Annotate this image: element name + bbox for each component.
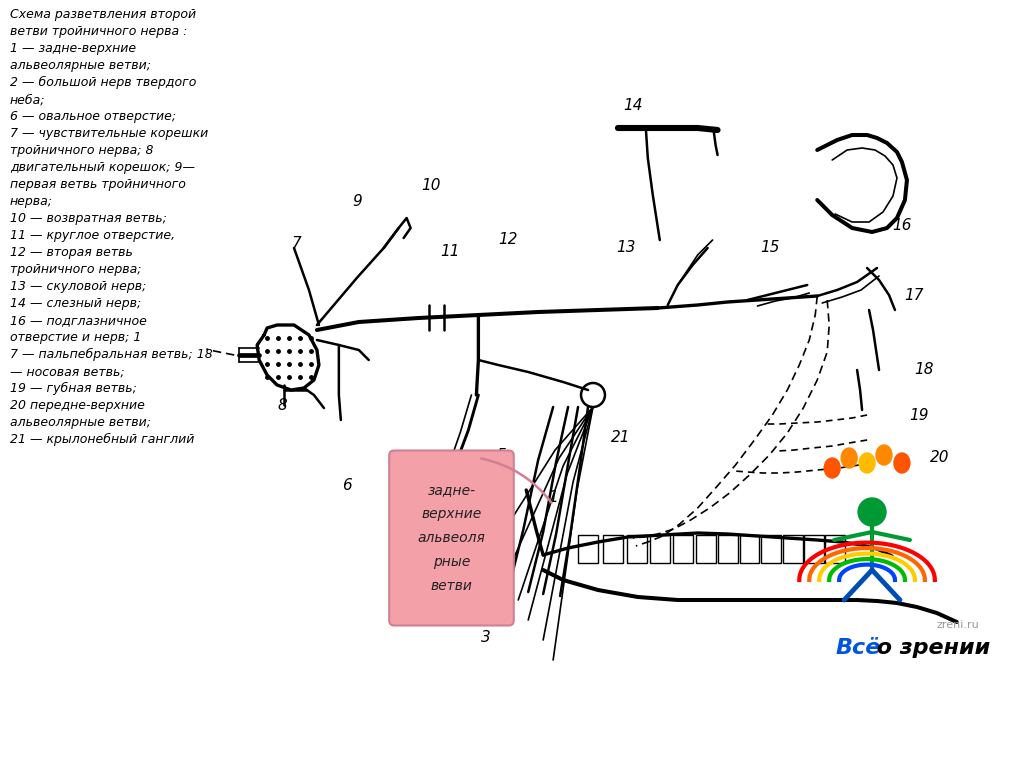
Text: задне-
верхние
альвеоля
рные
ветви: задне- верхние альвеоля рные ветви (418, 483, 485, 593)
Text: 12: 12 (499, 233, 518, 247)
Text: 5: 5 (497, 448, 506, 462)
Text: 10: 10 (421, 177, 440, 193)
Text: Схема разветвления второй
ветви тройничного нерва :
1 — задне-верхние
альвеолярн: Схема разветвления второй ветви тройничн… (10, 8, 213, 446)
Bar (783, 535, 803, 563)
Bar (695, 535, 716, 563)
Ellipse shape (894, 453, 910, 473)
Text: 8: 8 (278, 398, 287, 412)
Text: 20: 20 (930, 451, 949, 465)
Text: 18: 18 (914, 362, 934, 378)
Bar (739, 535, 760, 563)
Text: 11: 11 (440, 244, 460, 260)
Text: 6: 6 (342, 478, 351, 492)
Text: 4: 4 (483, 592, 494, 607)
Bar (718, 535, 737, 563)
FancyBboxPatch shape (389, 451, 514, 625)
Ellipse shape (841, 448, 857, 468)
Ellipse shape (859, 453, 876, 473)
Text: 21: 21 (611, 429, 631, 445)
Circle shape (858, 498, 886, 526)
Text: 1: 1 (548, 491, 558, 505)
Text: zreni.ru: zreni.ru (937, 620, 980, 630)
Text: 9: 9 (352, 194, 361, 210)
Text: 16: 16 (892, 217, 911, 233)
Text: 3: 3 (480, 630, 490, 644)
Text: о зрении: о зрении (869, 638, 990, 658)
Bar (825, 535, 845, 563)
Bar (627, 535, 647, 563)
Bar (650, 535, 670, 563)
Text: 15: 15 (761, 240, 780, 256)
Text: 2: 2 (449, 568, 459, 582)
Bar (804, 535, 824, 563)
Text: 19: 19 (909, 408, 929, 422)
Text: 13: 13 (616, 240, 636, 256)
Bar (603, 535, 623, 563)
Text: Всё: Всё (836, 638, 881, 658)
Ellipse shape (824, 458, 840, 478)
Text: 17: 17 (904, 287, 924, 303)
Ellipse shape (877, 445, 892, 465)
Bar (673, 535, 692, 563)
Bar (762, 535, 781, 563)
Text: 7: 7 (291, 236, 301, 250)
Text: 14: 14 (624, 98, 643, 112)
Bar (578, 535, 598, 563)
